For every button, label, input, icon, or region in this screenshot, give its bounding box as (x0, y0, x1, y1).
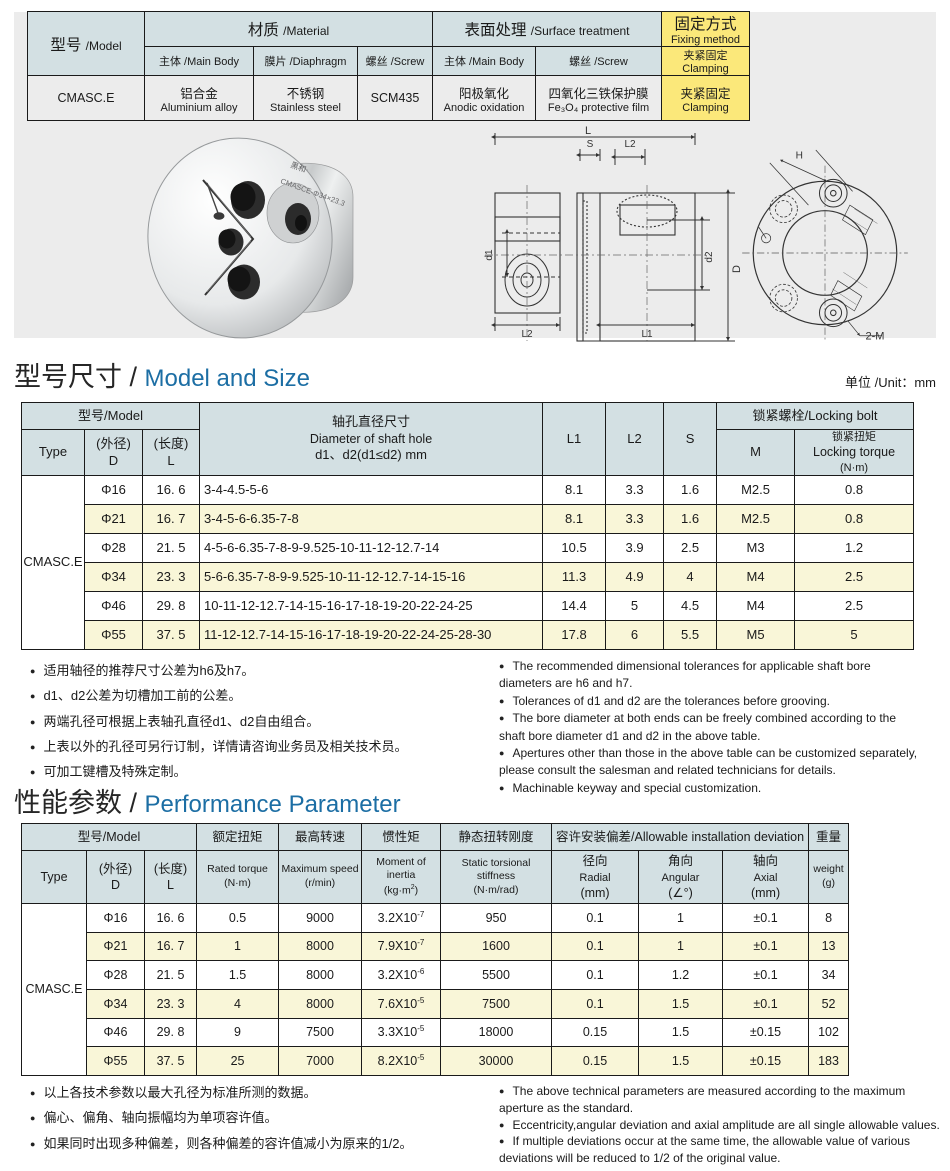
svg-text:L2: L2 (521, 329, 533, 340)
svg-text:D: D (731, 265, 743, 273)
svg-text:H: H (796, 150, 803, 161)
svg-text:S: S (587, 139, 594, 150)
svg-text:L1: L1 (641, 329, 653, 340)
svg-text:d2: d2 (704, 251, 715, 263)
svg-text:L: L (585, 125, 591, 137)
svg-text:L2: L2 (624, 139, 636, 150)
svg-text:d1: d1 (484, 249, 495, 261)
svg-text:2-M: 2-M (865, 330, 884, 342)
